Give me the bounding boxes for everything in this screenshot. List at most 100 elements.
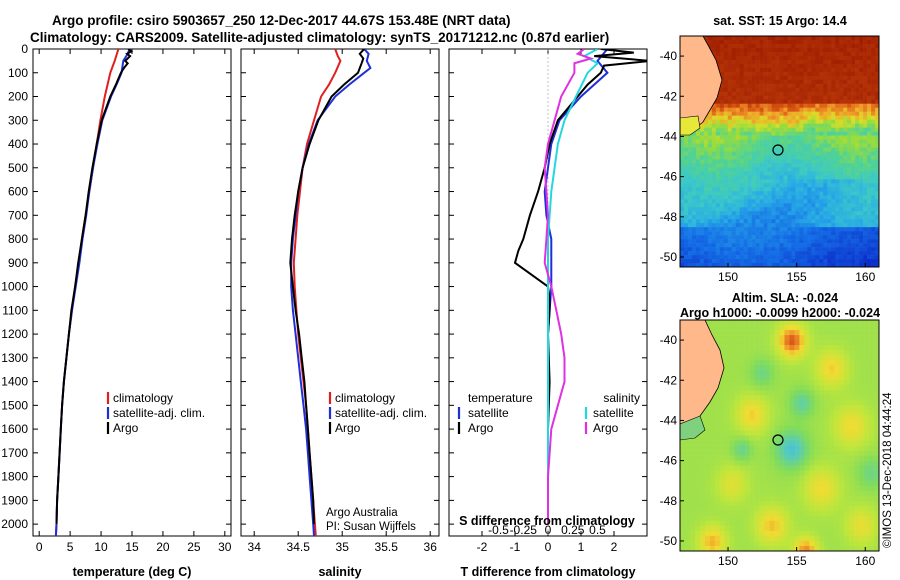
sst-cell — [727, 91, 733, 97]
sla-cell — [749, 450, 755, 456]
sla-cell — [819, 470, 825, 476]
sst-cell — [715, 55, 721, 61]
sla-cell — [719, 395, 726, 401]
sla-cell — [714, 395, 721, 401]
sst-cell — [835, 163, 840, 168]
sst-cell — [819, 191, 824, 196]
sst-cell — [787, 131, 792, 136]
sst-cell — [863, 71, 868, 77]
sla-cell — [874, 350, 879, 356]
sst-cell — [735, 55, 740, 61]
sst-cell — [855, 143, 860, 148]
sst-cell — [875, 87, 879, 93]
sst-cell — [719, 219, 725, 224]
sla-cell — [689, 475, 696, 481]
sla-cell — [869, 435, 875, 441]
sla-cell — [784, 350, 790, 356]
sla-cell — [719, 330, 726, 336]
sst-cell — [783, 219, 788, 224]
sst-cell — [767, 39, 772, 45]
sla-cell — [724, 350, 731, 356]
sst-cell — [795, 175, 800, 180]
sst-cell — [715, 147, 721, 152]
sst-cell — [855, 247, 860, 252]
sla-cell — [804, 320, 810, 326]
sst-cell — [867, 263, 872, 267]
sst-cell — [831, 251, 836, 256]
sla-cell — [839, 345, 845, 351]
sst-cell — [719, 259, 725, 264]
sst-cell — [855, 175, 860, 180]
sst-cell — [803, 55, 808, 61]
sla-cell — [784, 325, 790, 331]
sst-cell — [759, 159, 764, 164]
sst-cell — [711, 247, 717, 252]
sst-cell — [827, 75, 832, 81]
sst-cell — [831, 235, 836, 240]
sst-cell — [839, 247, 844, 252]
sst-cell — [727, 179, 733, 184]
sla-cell — [714, 330, 721, 336]
sst-cell — [747, 43, 752, 49]
sst-cell — [819, 259, 824, 264]
sst-cell — [767, 155, 772, 160]
sst-cell — [839, 163, 844, 168]
sla-cell — [714, 445, 721, 451]
sst-cell — [783, 215, 788, 220]
sla-cell — [824, 330, 830, 336]
sst-cell — [823, 155, 828, 160]
sla-cell — [759, 385, 765, 391]
sst-cell — [847, 171, 852, 176]
sst-cell — [803, 115, 808, 120]
sla-cell — [834, 510, 840, 517]
sla-cell — [799, 400, 805, 406]
sst-cell — [859, 191, 864, 196]
sla-cell — [709, 415, 716, 421]
sla-cell — [809, 435, 815, 441]
sst-cell — [771, 63, 776, 69]
sst-cell — [703, 155, 709, 160]
sst-cell — [867, 71, 872, 77]
sla-cell — [834, 335, 840, 341]
sla-cell — [794, 345, 800, 351]
sla-cell — [709, 500, 716, 507]
sst-cell — [783, 151, 788, 156]
sst-cell — [767, 79, 772, 85]
sst-cell — [763, 43, 768, 49]
sst-cell — [875, 171, 879, 176]
sst-cell — [875, 155, 879, 160]
sla-cell — [774, 460, 780, 466]
sla-cell — [774, 480, 780, 487]
sla-cell — [799, 355, 805, 361]
sst-cell — [851, 103, 856, 108]
sst-cell — [775, 207, 780, 212]
sst-cell — [735, 171, 740, 176]
sst-cell — [839, 127, 844, 132]
sst-cell — [823, 139, 828, 144]
sla-cell — [849, 330, 855, 336]
sst-cell — [775, 95, 780, 101]
sst-cell — [707, 163, 713, 168]
sla-cell — [859, 325, 865, 331]
sst-cell — [807, 95, 812, 101]
sst-cell — [819, 235, 824, 240]
sst-cell — [867, 231, 872, 236]
sla-cell — [764, 500, 770, 507]
sst-cell — [719, 247, 725, 252]
sst-cell — [867, 36, 872, 41]
sla-cell — [844, 530, 850, 537]
sst-cell — [819, 59, 824, 65]
sst-cell — [867, 79, 872, 85]
sst-cell — [719, 239, 725, 244]
sst-cell — [855, 187, 860, 192]
sla-cell — [809, 455, 815, 461]
sst-cell — [855, 91, 860, 97]
sla-cell — [789, 505, 795, 512]
sst-cell — [699, 179, 705, 184]
sst-cell — [775, 55, 780, 61]
sst-cell — [819, 36, 824, 41]
sst-cell — [855, 95, 860, 101]
sst-cell — [727, 71, 733, 77]
sla-cell — [724, 450, 731, 456]
sst-cell — [735, 167, 740, 172]
